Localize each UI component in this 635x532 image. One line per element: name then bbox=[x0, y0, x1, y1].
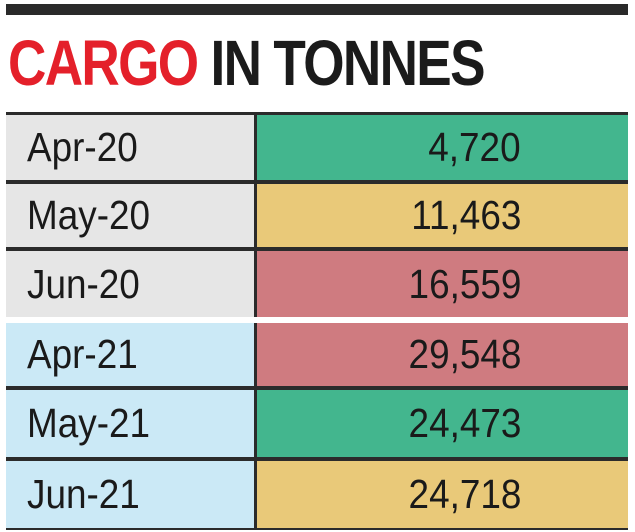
value-cell: 4,720 bbox=[257, 115, 628, 180]
month-cell: May-21 bbox=[6, 390, 254, 457]
month-label: May-20 bbox=[27, 192, 151, 238]
month-label: May-21 bbox=[27, 400, 151, 446]
month-label: Apr-21 bbox=[27, 331, 138, 377]
month-cell: Apr-21 bbox=[6, 323, 254, 386]
month-label: Jun-21 bbox=[27, 471, 140, 517]
page-title: CARGO IN TONNES bbox=[8, 14, 524, 112]
month-cell: Jun-20 bbox=[6, 251, 254, 317]
value-label: 4,720 bbox=[428, 124, 521, 170]
table-row: May-20 11,463 bbox=[6, 184, 628, 247]
value-label: 29,548 bbox=[408, 331, 521, 377]
value-label: 11,463 bbox=[410, 192, 521, 238]
title-rest: IN TONNES bbox=[210, 27, 486, 99]
value-cell: 11,463 bbox=[257, 184, 628, 247]
table-row: Jun-20 16,559 bbox=[6, 251, 628, 317]
table-row: May-21 24,473 bbox=[6, 390, 628, 457]
month-cell: Jun-21 bbox=[6, 461, 254, 528]
year-divider bbox=[6, 317, 628, 323]
month-label: Apr-20 bbox=[27, 124, 138, 170]
value-cell: 16,559 bbox=[257, 251, 628, 317]
value-cell: 29,548 bbox=[257, 323, 628, 386]
month-label: Jun-20 bbox=[27, 260, 140, 307]
top-bar bbox=[6, 4, 628, 15]
table-row: Jun-21 24,718 bbox=[6, 461, 628, 528]
value-cell: 24,718 bbox=[257, 461, 628, 528]
value-cell: 24,473 bbox=[257, 390, 628, 457]
value-label: 24,718 bbox=[408, 471, 521, 517]
value-label: 16,559 bbox=[408, 260, 521, 307]
month-cell: Apr-20 bbox=[6, 115, 254, 180]
table-row: Apr-21 29,548 bbox=[6, 323, 628, 386]
table-row: Apr-20 4,720 bbox=[6, 115, 628, 180]
value-label: 24,473 bbox=[408, 400, 521, 446]
title-accent: CARGO bbox=[8, 27, 199, 99]
cargo-table: Apr-20 4,720 May-20 11,463 Jun-20 16,559 Apr-2… bbox=[6, 112, 628, 530]
month-cell: May-20 bbox=[6, 184, 254, 247]
